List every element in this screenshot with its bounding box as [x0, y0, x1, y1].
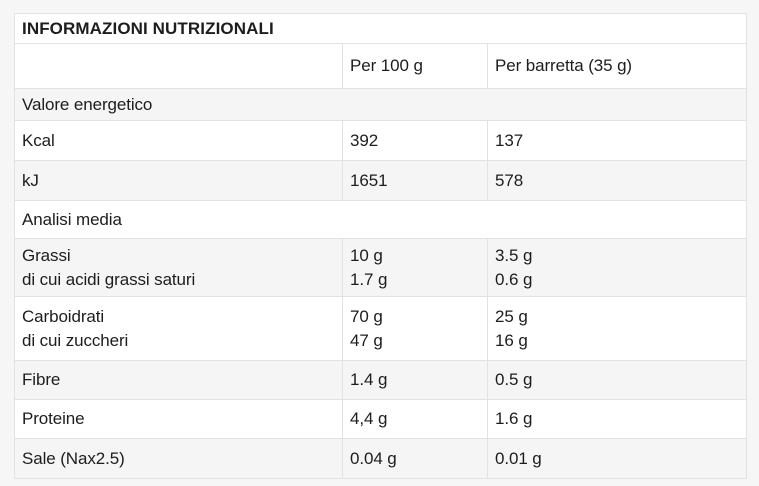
- table-row-sale: Sale (Nax2.5) 0.04 g 0.01 g: [14, 438, 748, 479]
- value-line2: 1.7 g: [350, 269, 388, 289]
- section-header-analisi-media: Analisi media: [13, 200, 748, 239]
- value-per-barretta: 25 g 16 g: [486, 296, 748, 361]
- table-title-row: INFORMAZIONI NUTRIZIONALI: [13, 13, 748, 44]
- value-line1: 3.5 g: [495, 245, 533, 265]
- value-line2: 16 g: [495, 330, 528, 350]
- table-row-fibre: Fibre 1.4 g 0.5 g: [14, 360, 748, 400]
- row-label: Sale (Nax2.5): [14, 438, 343, 479]
- value-per-barretta: 3.5 g 0.6 g: [486, 238, 748, 297]
- value-per-100g: 70 g 47 g: [342, 296, 488, 361]
- table-title: INFORMAZIONI NUTRIZIONALI: [13, 13, 748, 44]
- column-header-per-barretta: Per barretta (35 g): [486, 43, 748, 89]
- value-per-100g: 0.04 g: [342, 438, 488, 479]
- value-per-barretta: 578: [486, 160, 748, 201]
- table-row-kcal: Kcal 392 137: [14, 120, 748, 161]
- nutrition-table-container: INFORMAZIONI NUTRIZIONALI Per 100 g Per …: [13, 13, 748, 479]
- row-label: Grassi di cui acidi grassi saturi: [14, 238, 343, 297]
- column-header-per-100g: Per 100 g: [342, 43, 488, 89]
- value-per-barretta: 0.5 g: [486, 360, 748, 400]
- value-per-100g: 392: [342, 120, 488, 161]
- column-header-row: Per 100 g Per barretta (35 g): [14, 43, 748, 89]
- row-label-line2: di cui zuccheri: [22, 330, 129, 350]
- row-label-line2: di cui acidi grassi saturi: [22, 269, 196, 289]
- table-row-proteine: Proteine 4,4 g 1.6 g: [14, 399, 748, 439]
- value-per-100g: 1651: [342, 160, 488, 201]
- section-header-row: Analisi media: [13, 200, 748, 239]
- value-line2: 47 g: [350, 330, 383, 350]
- value-line1: 10 g: [350, 245, 383, 265]
- value-per-barretta: 137: [486, 120, 748, 161]
- row-label-line1: Grassi: [22, 245, 71, 265]
- row-label: Carboidrati di cui zuccheri: [14, 296, 343, 361]
- table-row-carboidrati: Carboidrati di cui zuccheri 70 g 47 g 25…: [14, 296, 748, 361]
- section-header-row: Valore energetico: [13, 88, 748, 121]
- row-label: Fibre: [14, 360, 343, 400]
- value-line2: 0.6 g: [495, 269, 533, 289]
- row-label-line1: Carboidrati: [22, 306, 105, 326]
- table-row-kj: kJ 1651 578: [14, 160, 748, 201]
- value-per-100g: 10 g 1.7 g: [342, 238, 488, 297]
- value-line1: 70 g: [350, 306, 383, 326]
- section-header-valore-energetico: Valore energetico: [13, 88, 748, 121]
- column-header-empty: [14, 43, 343, 89]
- nutrition-table: INFORMAZIONI NUTRIZIONALI Per 100 g Per …: [13, 13, 748, 479]
- value-per-100g: 4,4 g: [342, 399, 488, 439]
- row-label: Kcal: [14, 120, 343, 161]
- value-per-barretta: 0.01 g: [486, 438, 748, 479]
- row-label: kJ: [14, 160, 343, 201]
- value-per-100g: 1.4 g: [342, 360, 488, 400]
- table-row-grassi: Grassi di cui acidi grassi saturi 10 g 1…: [14, 238, 748, 297]
- value-per-barretta: 1.6 g: [486, 399, 748, 439]
- row-label: Proteine: [14, 399, 343, 439]
- value-line1: 25 g: [495, 306, 528, 326]
